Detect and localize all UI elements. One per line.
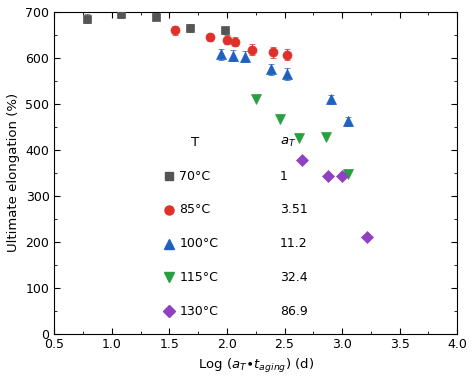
Text: 1: 1: [280, 170, 288, 183]
Text: 11.2: 11.2: [280, 237, 308, 250]
Text: 3.51: 3.51: [280, 203, 308, 216]
Text: 85°C: 85°C: [179, 203, 210, 216]
Text: 115°C: 115°C: [179, 271, 218, 284]
Text: T: T: [191, 136, 200, 149]
Text: 130°C: 130°C: [179, 304, 218, 317]
Text: $a_T$: $a_T$: [280, 136, 296, 149]
Text: 86.9: 86.9: [280, 304, 308, 317]
Text: 70°C: 70°C: [179, 170, 210, 183]
Y-axis label: Ultimate elongation (%): Ultimate elongation (%): [7, 93, 20, 253]
Text: 32.4: 32.4: [280, 271, 308, 284]
Text: 100°C: 100°C: [179, 237, 218, 250]
X-axis label: Log ($a_T$$\bullet$$t_{aging}$) (d): Log ($a_T$$\bullet$$t_{aging}$) (d): [198, 357, 314, 375]
